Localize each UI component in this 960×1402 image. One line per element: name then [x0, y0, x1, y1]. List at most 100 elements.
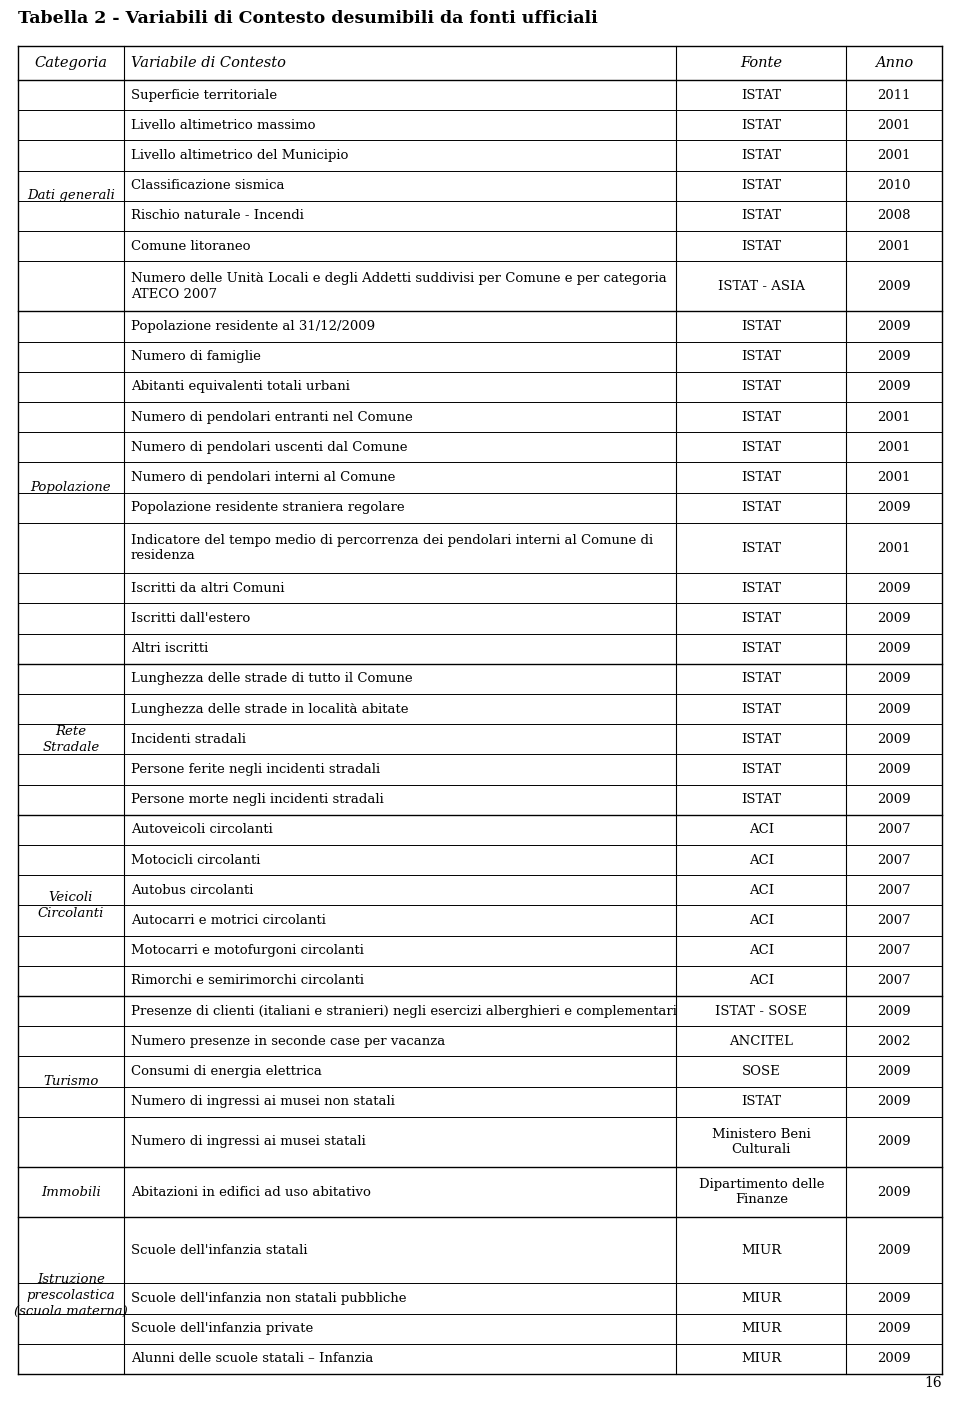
Text: 2009: 2009	[877, 733, 911, 746]
Text: SOSE: SOSE	[742, 1066, 780, 1078]
Text: Scuole dell'infanzia statali: Scuole dell'infanzia statali	[131, 1244, 307, 1256]
Text: Popolazione: Popolazione	[31, 481, 111, 494]
Text: Comune litoraneo: Comune litoraneo	[131, 240, 251, 252]
Text: 2009: 2009	[877, 1095, 911, 1109]
Text: 2007: 2007	[877, 974, 911, 987]
Text: ACI: ACI	[749, 823, 774, 837]
Text: MIUR: MIUR	[741, 1322, 781, 1335]
Text: ISTAT: ISTAT	[741, 541, 781, 555]
Text: ISTAT: ISTAT	[741, 702, 781, 715]
Text: ISTAT: ISTAT	[741, 380, 781, 394]
Text: Immobili: Immobili	[41, 1186, 101, 1199]
Text: 2001: 2001	[877, 240, 911, 252]
Text: 2011: 2011	[877, 88, 911, 101]
Text: Numero di ingressi ai musei non statali: Numero di ingressi ai musei non statali	[131, 1095, 395, 1109]
Text: Scuole dell'infanzia non statali pubbliche: Scuole dell'infanzia non statali pubblic…	[131, 1293, 406, 1305]
Text: Numero di pendolari interni al Comune: Numero di pendolari interni al Comune	[131, 471, 396, 484]
Text: ISTAT: ISTAT	[741, 411, 781, 423]
Text: Rischio naturale - Incendi: Rischio naturale - Incendi	[131, 209, 303, 223]
Text: 2010: 2010	[877, 179, 911, 192]
Text: ISTAT: ISTAT	[741, 611, 781, 625]
Text: Iscritti dall'estero: Iscritti dall'estero	[131, 611, 250, 625]
Text: 2007: 2007	[877, 914, 911, 927]
Text: Motocicli circolanti: Motocicli circolanti	[131, 854, 260, 866]
Text: Dipartimento delle
Finanze: Dipartimento delle Finanze	[699, 1178, 824, 1206]
Text: 2007: 2007	[877, 883, 911, 897]
Text: 2008: 2008	[877, 209, 911, 223]
Text: 2009: 2009	[877, 611, 911, 625]
Text: ISTAT - SOSE: ISTAT - SOSE	[715, 1005, 807, 1018]
Text: Numero di pendolari entranti nel Comune: Numero di pendolari entranti nel Comune	[131, 411, 413, 423]
Text: 2001: 2001	[877, 119, 911, 132]
Text: 2009: 2009	[877, 1186, 911, 1199]
Text: ISTAT: ISTAT	[741, 673, 781, 686]
Text: ISTAT: ISTAT	[741, 440, 781, 454]
Text: Classificazione sismica: Classificazione sismica	[131, 179, 284, 192]
Text: 2009: 2009	[877, 1322, 911, 1335]
Text: ISTAT: ISTAT	[741, 209, 781, 223]
Text: Abitazioni in edifici ad uso abitativo: Abitazioni in edifici ad uso abitativo	[131, 1186, 371, 1199]
Text: 2001: 2001	[877, 471, 911, 484]
Text: Motocarri e motofurgoni circolanti: Motocarri e motofurgoni circolanti	[131, 944, 364, 958]
Text: Tabella 2 - Variabili di Contesto desumibili da fonti ufficiali: Tabella 2 - Variabili di Contesto desumi…	[18, 10, 598, 27]
Text: 2009: 2009	[877, 673, 911, 686]
Text: 2007: 2007	[877, 823, 911, 837]
Text: Numero presenze in seconde case per vacanza: Numero presenze in seconde case per vaca…	[131, 1035, 445, 1047]
Text: 2009: 2009	[877, 1066, 911, 1078]
Text: MIUR: MIUR	[741, 1244, 781, 1256]
Text: 2009: 2009	[877, 794, 911, 806]
Text: Popolazione residente al 31/12/2009: Popolazione residente al 31/12/2009	[131, 320, 375, 334]
Text: 2001: 2001	[877, 149, 911, 163]
Text: MIUR: MIUR	[741, 1353, 781, 1366]
Text: Livello altimetrico del Municipio: Livello altimetrico del Municipio	[131, 149, 348, 163]
Text: ANCITEL: ANCITEL	[730, 1035, 793, 1047]
Text: Persone morte negli incidenti stradali: Persone morte negli incidenti stradali	[131, 794, 384, 806]
Text: 2009: 2009	[877, 1005, 911, 1018]
Text: 2009: 2009	[877, 1244, 911, 1256]
Text: Autocarri e motrici circolanti: Autocarri e motrici circolanti	[131, 914, 325, 927]
Text: Popolazione residente straniera regolare: Popolazione residente straniera regolare	[131, 502, 404, 515]
Text: 2007: 2007	[877, 854, 911, 866]
Text: 2007: 2007	[877, 944, 911, 958]
Text: Numero di famiglie: Numero di famiglie	[131, 350, 261, 363]
Text: ISTAT: ISTAT	[741, 642, 781, 655]
Text: Persone ferite negli incidenti stradali: Persone ferite negli incidenti stradali	[131, 763, 380, 775]
Text: Variabile di Contesto: Variabile di Contesto	[131, 56, 286, 70]
Text: Autoveicoli circolanti: Autoveicoli circolanti	[131, 823, 273, 837]
Text: 2002: 2002	[877, 1035, 911, 1047]
Text: Fonte: Fonte	[740, 56, 782, 70]
Text: 2001: 2001	[877, 440, 911, 454]
Text: Categoria: Categoria	[35, 56, 108, 70]
Text: 16: 16	[924, 1375, 942, 1389]
Text: ISTAT: ISTAT	[741, 502, 781, 515]
Text: ISTAT: ISTAT	[741, 794, 781, 806]
Text: 2009: 2009	[877, 320, 911, 334]
Text: Dati generali: Dati generali	[27, 189, 115, 202]
Text: Lunghezza delle strade di tutto il Comune: Lunghezza delle strade di tutto il Comun…	[131, 673, 413, 686]
Text: 2009: 2009	[877, 1293, 911, 1305]
Text: Autobus circolanti: Autobus circolanti	[131, 883, 253, 897]
Text: ACI: ACI	[749, 883, 774, 897]
Text: 2009: 2009	[877, 642, 911, 655]
Text: Livello altimetrico massimo: Livello altimetrico massimo	[131, 119, 315, 132]
Text: Alunni delle scuole statali – Infanzia: Alunni delle scuole statali – Infanzia	[131, 1353, 373, 1366]
Text: Rimorchi e semirimorchi circolanti: Rimorchi e semirimorchi circolanti	[131, 974, 364, 987]
Text: 2009: 2009	[877, 702, 911, 715]
Text: ISTAT - ASIA: ISTAT - ASIA	[718, 280, 804, 293]
Text: Indicatore del tempo medio di percorrenza dei pendolari interni al Comune di
res: Indicatore del tempo medio di percorrenz…	[131, 534, 653, 562]
Text: MIUR: MIUR	[741, 1293, 781, 1305]
Text: 2009: 2009	[877, 763, 911, 775]
Text: 2009: 2009	[877, 1136, 911, 1148]
Text: Ministero Beni
Culturali: Ministero Beni Culturali	[712, 1127, 811, 1157]
Text: 2001: 2001	[877, 541, 911, 555]
Text: ISTAT: ISTAT	[741, 582, 781, 594]
Text: ISTAT: ISTAT	[741, 119, 781, 132]
Text: Veicoli
Circolanti: Veicoli Circolanti	[37, 890, 104, 920]
Text: ISTAT: ISTAT	[741, 471, 781, 484]
Text: 2009: 2009	[877, 1353, 911, 1366]
Text: Turismo: Turismo	[43, 1075, 99, 1088]
Text: ACI: ACI	[749, 854, 774, 866]
Text: ISTAT: ISTAT	[741, 763, 781, 775]
Text: ISTAT: ISTAT	[741, 88, 781, 101]
Text: Numero di ingressi ai musei statali: Numero di ingressi ai musei statali	[131, 1136, 366, 1148]
